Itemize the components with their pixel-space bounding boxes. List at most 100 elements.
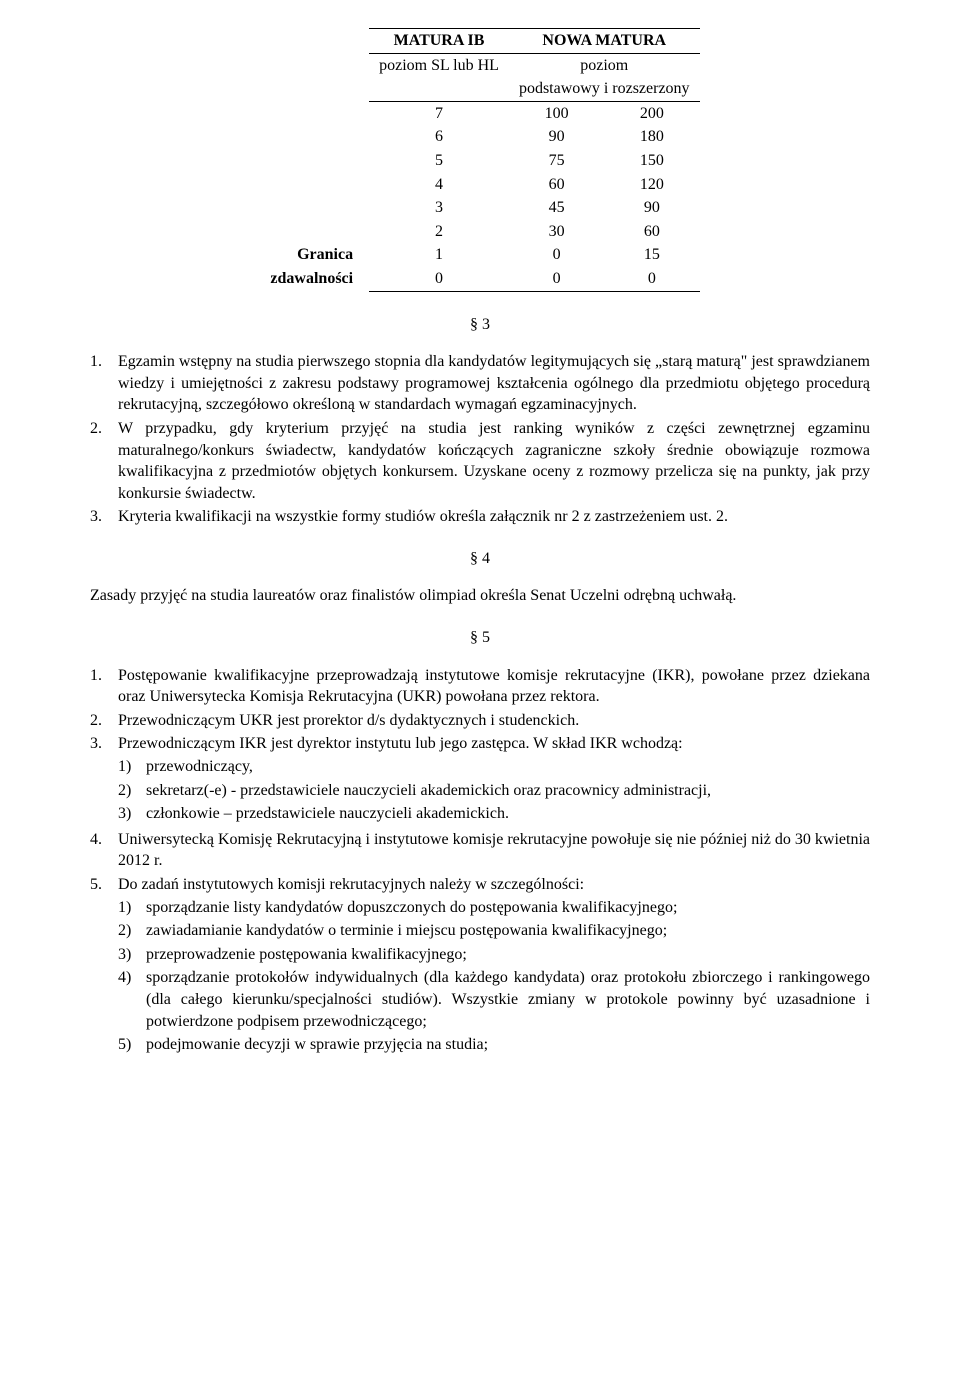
sublist-item: 3)przeprowadzenie postępowania kwalifika… <box>118 944 870 966</box>
table-row: Granica1015 <box>260 243 699 267</box>
s3-item-2: 2. W przypadku, gdy kryterium przyjęć na… <box>90 418 870 504</box>
row-label <box>260 173 369 197</box>
sublist-number: 3) <box>118 944 146 966</box>
section-5-list: 1. Postępowanie kwalifikacyjne przeprowa… <box>90 665 870 1058</box>
table-cell: 100 <box>509 101 604 125</box>
sublist-number: 1) <box>118 756 146 778</box>
sublist-item: 4)sporządzanie protokołów indywidualnych… <box>118 967 870 1032</box>
list-text: Uniwersytecką Komisję Rekrutacyjną i ins… <box>118 829 870 872</box>
table-sub-nowa-2: podstawowy i rozszerzony <box>509 77 700 101</box>
table-cell: 7 <box>369 101 509 125</box>
list-number: 5. <box>90 874 118 1058</box>
table-cell: 75 <box>509 149 604 173</box>
table-body: 71002006901805751504601203459023060Grani… <box>260 101 699 291</box>
list-text: Egzamin wstępny na studia pierwszego sto… <box>118 351 870 416</box>
section-4-text: Zasady przyjęć na studia laureatów oraz … <box>90 585 870 607</box>
sublist-item: 5)podejmowanie decyzji w sprawie przyjęc… <box>118 1034 870 1056</box>
sublist-text: zawiadamianie kandydatów o terminie i mi… <box>146 920 870 942</box>
table-cell: 180 <box>604 125 699 149</box>
sublist-text: sporządzanie protokołów indywidualnych (… <box>146 967 870 1032</box>
table-sub-nowa-1: poziom <box>509 53 700 77</box>
row-label <box>260 149 369 173</box>
table-cell: 0 <box>604 267 699 291</box>
sublist-text: podejmowanie decyzji w sprawie przyjęcia… <box>146 1034 870 1056</box>
table-cell: 0 <box>369 267 509 291</box>
table-cell: 0 <box>509 243 604 267</box>
matura-conversion-table: MATURA IB NOWA MATURA poziom SL lub HL p… <box>260 28 699 292</box>
list-number: 3. <box>90 733 118 826</box>
sublist-text: przewodniczący, <box>146 756 870 778</box>
list-number: 3. <box>90 506 118 528</box>
sublist-text: przeprowadzenie postępowania kwalifikacy… <box>146 944 870 966</box>
table-row: 460120 <box>260 173 699 197</box>
table-cell: 45 <box>509 196 604 220</box>
s3-item-1: 1. Egzamin wstępny na studia pierwszego … <box>90 351 870 416</box>
s5-item-1: 1. Postępowanie kwalifikacyjne przeprowa… <box>90 665 870 708</box>
sublist-number: 4) <box>118 967 146 1032</box>
table-cell: 0 <box>509 267 604 291</box>
section-4-mark: § 4 <box>90 548 870 570</box>
table-row: 7100200 <box>260 101 699 125</box>
s5-i3-lead: Przewodniczącym IKR jest dyrektor instyt… <box>118 735 683 752</box>
row-label <box>260 125 369 149</box>
s5-item-5: 5. Do zadań instytutowych komisji rekrut… <box>90 874 870 1058</box>
s5-item-3: 3. Przewodniczącym IKR jest dyrektor ins… <box>90 733 870 826</box>
s5-item-4: 4. Uniwersytecką Komisję Rekrutacyjną i … <box>90 829 870 872</box>
table-cell: 60 <box>509 173 604 197</box>
table-head-ib: MATURA IB <box>369 29 509 54</box>
sublist-text: sekretarz(-e) - przedstawiciele nauczyci… <box>146 780 870 802</box>
table-cell: 150 <box>604 149 699 173</box>
table-row: 575150 <box>260 149 699 173</box>
sublist-number: 1) <box>118 897 146 919</box>
sublist-text: członkowie – przedstawiciele nauczycieli… <box>146 803 870 825</box>
table-head-nowa: NOWA MATURA <box>509 29 700 54</box>
table-cell: 30 <box>509 220 604 244</box>
sublist-number: 2) <box>118 920 146 942</box>
table-cell: 3 <box>369 196 509 220</box>
row-label: Granica <box>260 243 369 267</box>
sublist-item: 1)przewodniczący, <box>118 756 870 778</box>
list-number: 2. <box>90 418 118 504</box>
table-cell: 90 <box>604 196 699 220</box>
row-label <box>260 196 369 220</box>
s5-item-2: 2. Przewodniczącym UKR jest prorektor d/… <box>90 710 870 732</box>
table-cell: 2 <box>369 220 509 244</box>
sublist-item: 1)sporządzanie listy kandydatów dopuszcz… <box>118 897 870 919</box>
table-cell: 90 <box>509 125 604 149</box>
list-text: Do zadań instytutowych komisji rekrutacy… <box>118 874 870 1058</box>
list-number: 1. <box>90 351 118 416</box>
list-text: Postępowanie kwalifikacyjne przeprowadza… <box>118 665 870 708</box>
table-row: 34590 <box>260 196 699 220</box>
s3-item-3: 3. Kryteria kwalifikacji na wszystkie fo… <box>90 506 870 528</box>
s5-i5-lead: Do zadań instytutowych komisji rekrutacy… <box>118 876 584 893</box>
sublist-text: sporządzanie listy kandydatów dopuszczon… <box>146 897 870 919</box>
table-cell: 120 <box>604 173 699 197</box>
table-sub-ib: poziom SL lub HL <box>369 53 509 101</box>
row-label <box>260 220 369 244</box>
list-text: W przypadku, gdy kryterium przyjęć na st… <box>118 418 870 504</box>
sublist-number: 3) <box>118 803 146 825</box>
sublist-number: 5) <box>118 1034 146 1056</box>
row-label <box>260 101 369 125</box>
table-cell: 200 <box>604 101 699 125</box>
list-text: Przewodniczącym UKR jest prorektor d/s d… <box>118 710 870 732</box>
table-cell: 15 <box>604 243 699 267</box>
sublist-item: 2)zawiadamianie kandydatów o terminie i … <box>118 920 870 942</box>
list-text: Kryteria kwalifikacji na wszystkie formy… <box>118 506 870 528</box>
section-3-mark: § 3 <box>90 314 870 336</box>
sublist-item: 2)sekretarz(-e) - przedstawiciele nauczy… <box>118 780 870 802</box>
s5-i3-sublist: 1)przewodniczący,2)sekretarz(-e) - przed… <box>118 756 870 825</box>
row-label: zdawalności <box>260 267 369 291</box>
table-cell: 1 <box>369 243 509 267</box>
table-cell: 4 <box>369 173 509 197</box>
sublist-number: 2) <box>118 780 146 802</box>
list-number: 2. <box>90 710 118 732</box>
section-5-mark: § 5 <box>90 627 870 649</box>
list-number: 1. <box>90 665 118 708</box>
table-cell: 5 <box>369 149 509 173</box>
table-row: zdawalności000 <box>260 267 699 291</box>
table-cell: 60 <box>604 220 699 244</box>
list-text: Przewodniczącym IKR jest dyrektor instyt… <box>118 733 870 826</box>
table-cell: 6 <box>369 125 509 149</box>
s5-i5-sublist: 1)sporządzanie listy kandydatów dopuszcz… <box>118 897 870 1056</box>
